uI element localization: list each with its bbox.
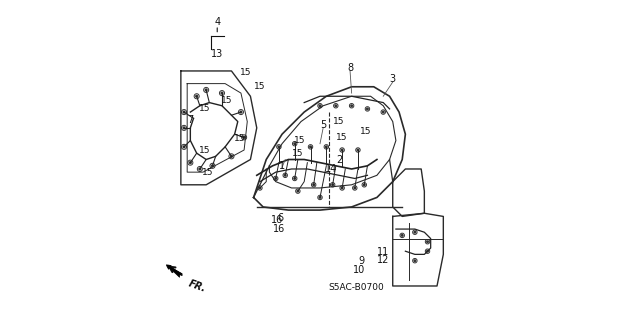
Circle shape [341, 149, 343, 151]
Text: 11: 11 [377, 247, 389, 257]
Circle shape [364, 184, 365, 186]
Text: 15: 15 [202, 168, 214, 177]
Circle shape [326, 146, 327, 148]
Circle shape [212, 165, 213, 167]
Text: 15: 15 [337, 133, 348, 142]
Circle shape [294, 143, 296, 145]
Circle shape [284, 174, 286, 176]
Circle shape [332, 184, 333, 186]
Text: 15: 15 [234, 134, 245, 144]
Circle shape [354, 187, 356, 189]
Text: FR.: FR. [187, 278, 207, 293]
Text: 1: 1 [279, 161, 285, 171]
Circle shape [401, 234, 403, 236]
Circle shape [278, 146, 280, 148]
Text: 16: 16 [271, 215, 284, 225]
Circle shape [183, 146, 185, 148]
Text: 6: 6 [277, 213, 284, 223]
Circle shape [243, 137, 245, 138]
Circle shape [199, 168, 201, 170]
Text: 15: 15 [199, 145, 211, 154]
Text: 14: 14 [325, 164, 337, 174]
Circle shape [319, 105, 321, 107]
Text: 16: 16 [273, 224, 285, 234]
Text: 15: 15 [360, 127, 372, 136]
Circle shape [310, 146, 311, 148]
Circle shape [414, 260, 415, 262]
Text: 8: 8 [347, 63, 353, 73]
Circle shape [383, 111, 384, 113]
Text: 4: 4 [214, 17, 220, 27]
Text: 15: 15 [221, 97, 232, 106]
Text: 7: 7 [188, 115, 193, 125]
Circle shape [189, 162, 191, 164]
Text: 13: 13 [211, 48, 223, 59]
Circle shape [427, 250, 428, 252]
Text: 10: 10 [353, 264, 365, 275]
Circle shape [221, 92, 223, 94]
Circle shape [196, 95, 198, 97]
Circle shape [414, 232, 415, 233]
Text: 12: 12 [377, 255, 389, 265]
Circle shape [319, 197, 321, 198]
Circle shape [205, 89, 207, 91]
Text: 5: 5 [320, 120, 326, 130]
Circle shape [357, 149, 359, 151]
Circle shape [230, 155, 232, 157]
Circle shape [240, 111, 242, 113]
Text: 15: 15 [333, 117, 345, 126]
Text: 15: 15 [199, 104, 211, 113]
Circle shape [183, 127, 185, 129]
Circle shape [259, 187, 260, 189]
Text: 3: 3 [390, 74, 396, 84]
Circle shape [427, 241, 428, 242]
Text: 15: 15 [292, 149, 303, 158]
Text: 2: 2 [336, 154, 342, 165]
Circle shape [297, 190, 299, 192]
Text: 15: 15 [254, 82, 266, 91]
Circle shape [367, 108, 368, 110]
Circle shape [341, 187, 343, 189]
Circle shape [275, 178, 276, 179]
Text: 15: 15 [294, 136, 305, 145]
Text: 9: 9 [358, 256, 364, 266]
Circle shape [335, 105, 337, 107]
Circle shape [183, 111, 185, 113]
Circle shape [294, 178, 296, 179]
Text: 15: 15 [240, 68, 252, 77]
Circle shape [313, 184, 314, 186]
Circle shape [351, 105, 353, 107]
Text: S5AC-B0700: S5AC-B0700 [328, 283, 384, 292]
